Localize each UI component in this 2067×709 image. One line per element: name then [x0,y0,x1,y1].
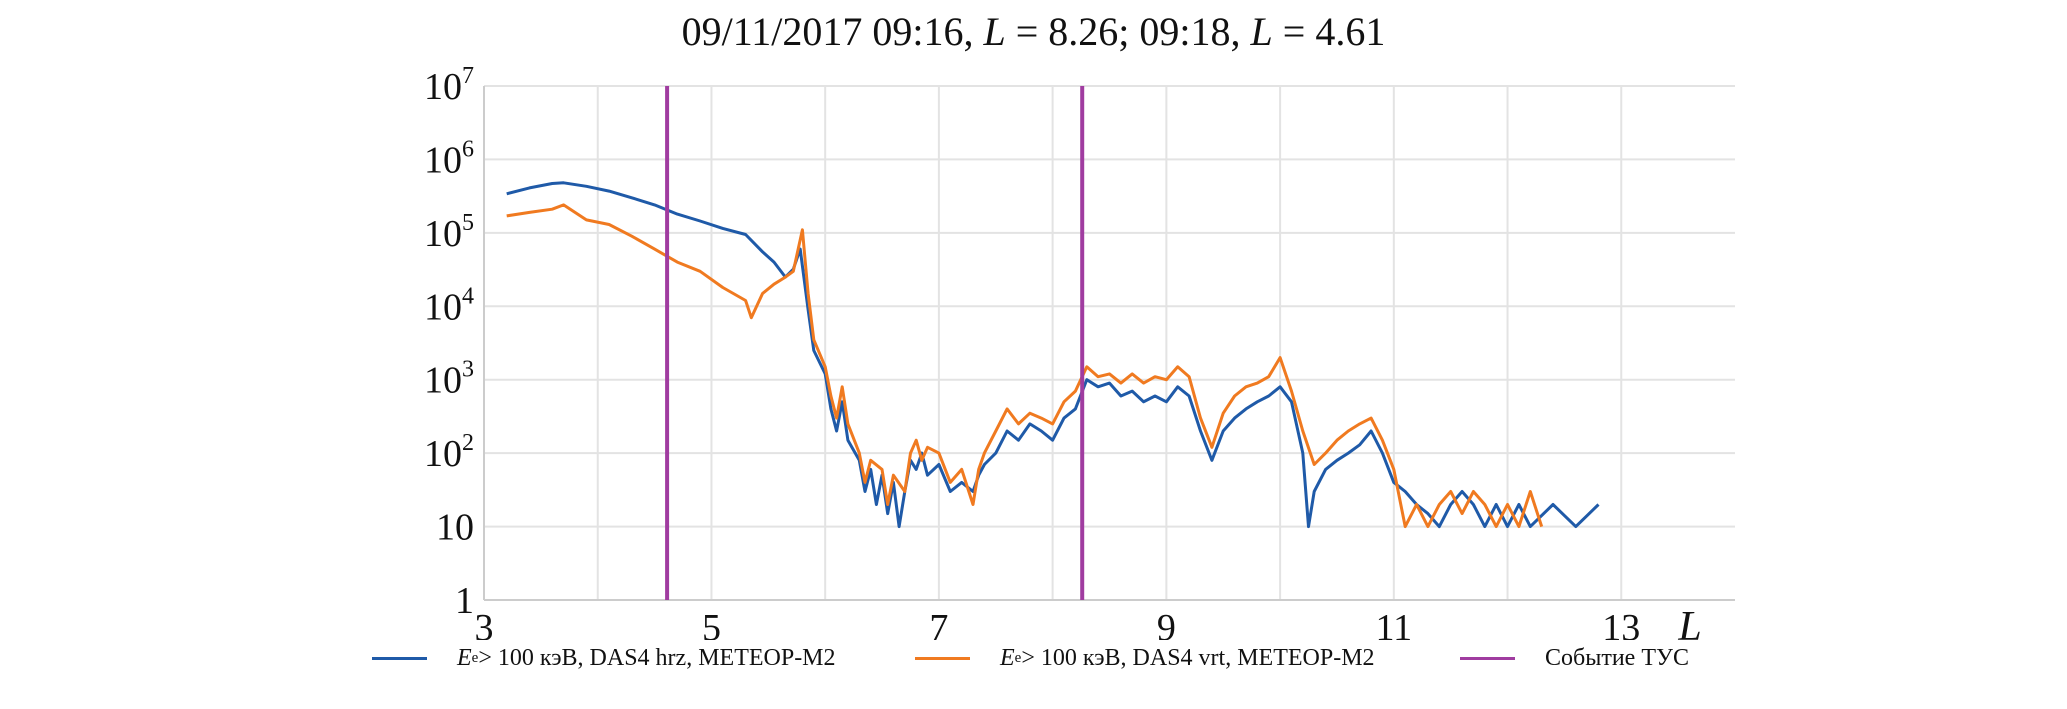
title-l-symbol: L [1250,9,1273,54]
x-axis-label: L [1677,604,1701,640]
x-tick-label: 7 [929,607,948,640]
title-l-symbol: L [983,9,1006,54]
legend-swatch-vrt [915,657,970,660]
x-tick-label: 11 [1376,607,1413,640]
title-value-1: = 8.26; 09:18, [1015,9,1241,54]
y-tick-label: 1 [455,580,474,622]
legend-swatch-hrz [372,657,427,660]
legend-label-event: Событие ТУС [1545,645,1689,671]
y-tick-label: 10 [436,507,474,549]
y-tick-label: 103 [424,357,474,402]
legend-symbol: E [1000,645,1015,671]
y-tick-label: 102 [424,430,474,475]
y-tick-label: 104 [424,283,474,328]
y-tick-label: 106 [424,136,474,181]
x-tick-label: 3 [475,607,494,640]
y-tick-label: 107 [424,63,474,108]
legend-symbol: E [457,645,472,671]
title-value-2: = 4.61 [1282,9,1386,54]
legend-label-vrt: > 100 кэВ, DAS4 vrt, МЕТЕОР-М2 [1021,645,1375,671]
legend-subscript: e [471,650,479,666]
legend-swatch-event [1460,657,1515,660]
y-tick-label: 105 [424,210,474,255]
legend-item-event: Событие ТУС [1460,645,1689,672]
x-tick-label: 5 [702,607,721,640]
x-tick-label: 9 [1157,607,1176,640]
series-line-vrt [506,203,1544,529]
legend-subscript: e [1014,650,1022,666]
plot-area: 1 10 102 103 104 105 106 107 3 5 7 9 11 13 L [424,63,1735,640]
title-datetime: 09/11/2017 09:16, [681,9,974,54]
legend-label-hrz: > 100 кэВ, DAS4 hrz, МЕТЕОР-М2 [478,645,836,671]
x-tick-label: 13 [1602,607,1640,640]
chart-title: 09/11/2017 09:16, L = 8.26; 09:18, L = 4… [0,8,2067,55]
